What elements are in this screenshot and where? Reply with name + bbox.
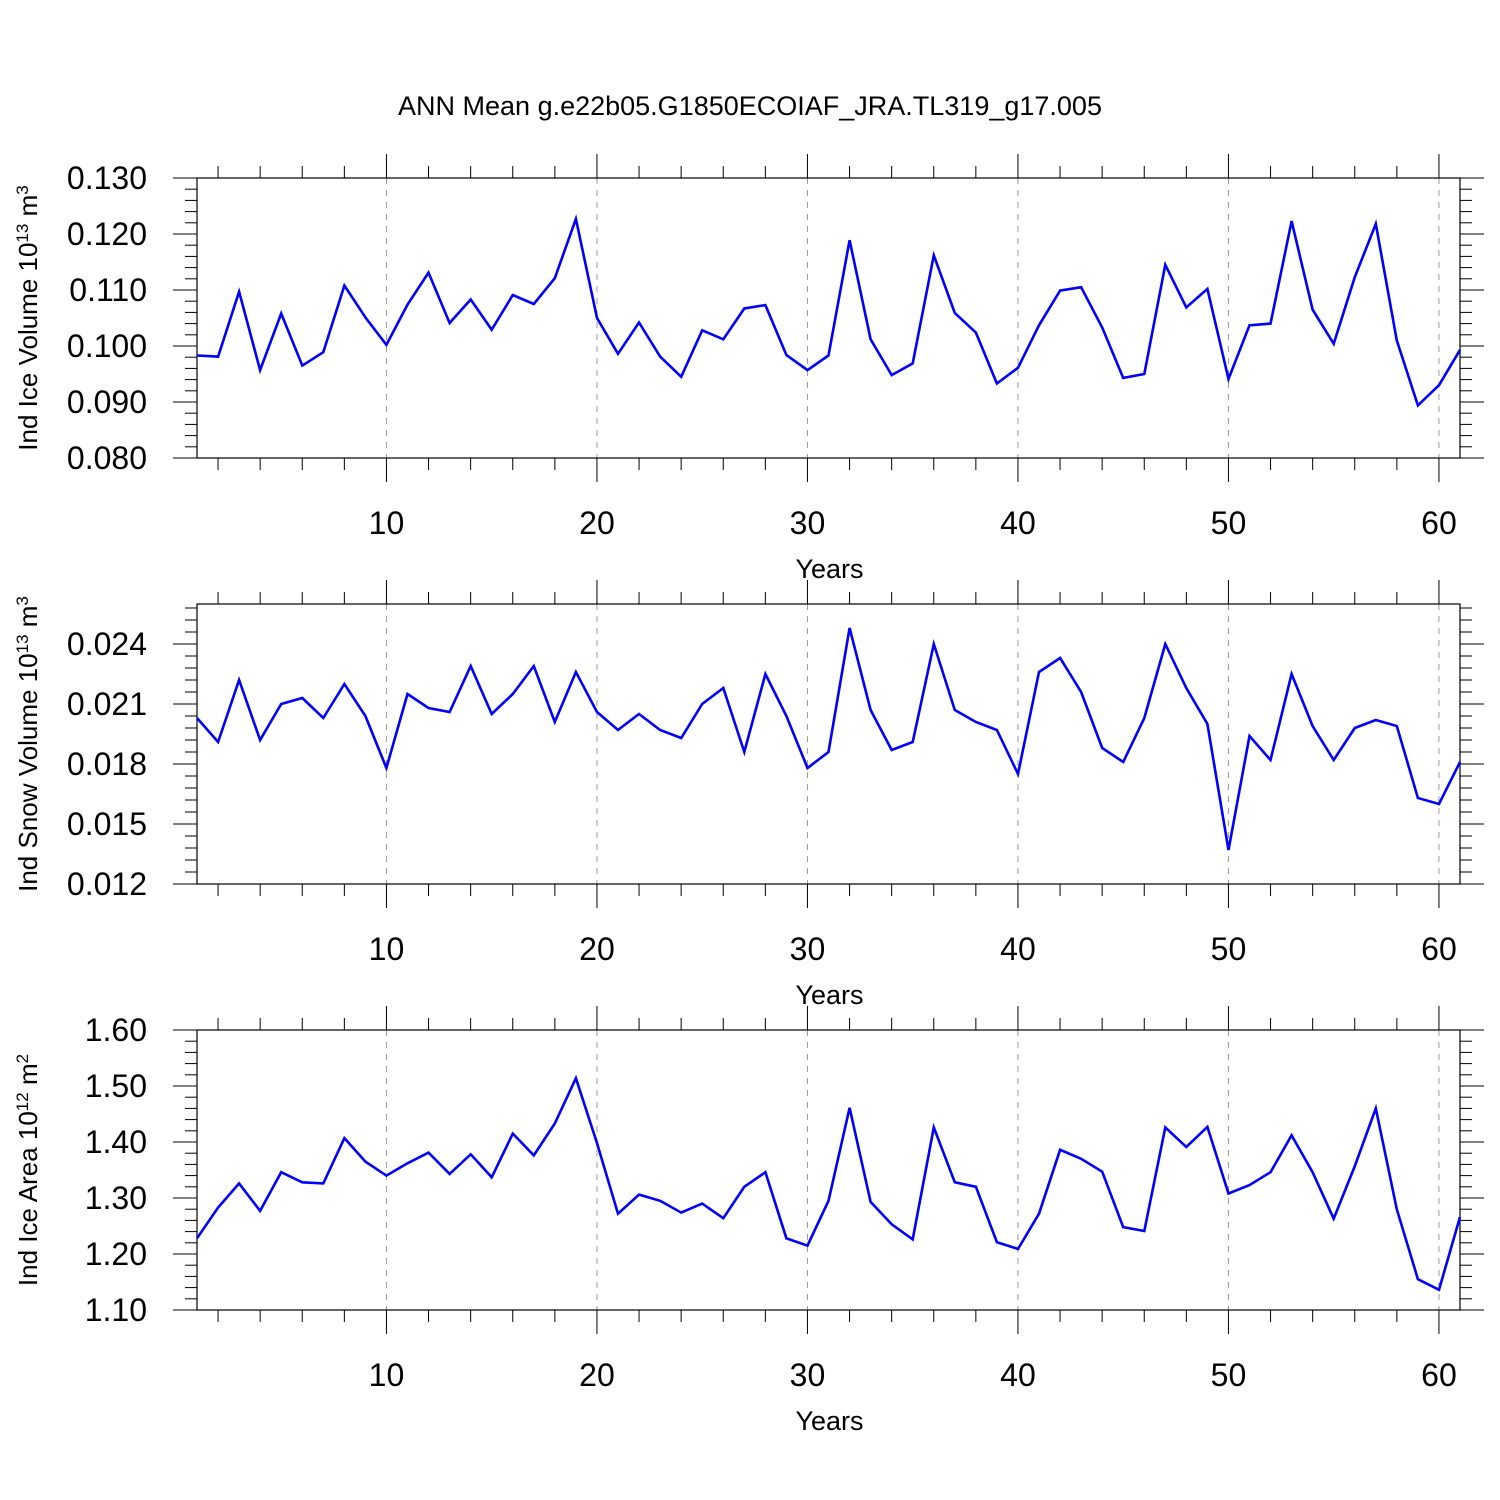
y-tick-label: 0.024 bbox=[67, 626, 147, 662]
y-tick-label: 0.012 bbox=[67, 866, 147, 902]
x-tick-label: 40 bbox=[1000, 1357, 1036, 1393]
series-line-ice-area bbox=[195, 1074, 1462, 1292]
x-tick-label: 50 bbox=[1211, 1357, 1247, 1393]
y-tick-label: 0.015 bbox=[67, 806, 147, 842]
panel-ice-area: 10 20 30 40 50 60 Years 1.10 1.20 1.30 1.40 1.50 1.6… bbox=[13, 1006, 1484, 1436]
y-tick-label: 1.20 bbox=[85, 1236, 147, 1272]
y-tick-label: 0.110 bbox=[69, 272, 147, 308]
y-tick-label: 0.018 bbox=[67, 746, 147, 782]
y-axis-label: Ind Ice Area 1012 m2 bbox=[13, 1054, 44, 1286]
x-tick-label: 60 bbox=[1421, 505, 1457, 541]
series-line-ice-volume bbox=[196, 214, 1462, 408]
x-axis-label: Years bbox=[795, 554, 863, 584]
plot-frame bbox=[196, 603, 1461, 885]
y-tick-label: 0.100 bbox=[67, 328, 147, 364]
y-tick-label: 1.40 bbox=[85, 1124, 147, 1160]
figure-title: ANN Mean g.e22b05.G1850ECOIAF_JRA.TL319_… bbox=[398, 91, 1102, 121]
x-tick-label: 50 bbox=[1211, 931, 1247, 967]
y-tick-label: 0.120 bbox=[67, 216, 147, 252]
x-tick-label: 50 bbox=[1211, 505, 1247, 541]
y-tick-label: 1.50 bbox=[85, 1068, 147, 1104]
x-tick-label: 20 bbox=[579, 931, 615, 967]
x-tick-label: 10 bbox=[369, 931, 405, 967]
x-axis-label: Years bbox=[795, 980, 863, 1010]
y-tick-label: 0.130 bbox=[67, 160, 147, 196]
y-tick-label: 1.60 bbox=[85, 1012, 147, 1048]
x-tick-label: 10 bbox=[369, 505, 405, 541]
x-tick-label: 20 bbox=[579, 1357, 615, 1393]
plot-frame bbox=[196, 1029, 1461, 1311]
y-axis-label: Ind Snow Volume 1013 m3 bbox=[13, 596, 44, 892]
x-tick-label: 30 bbox=[790, 1357, 826, 1393]
panel-ice-volume: 10 20 30 40 50 60 Years 0.080 0.090 0.100 0.110 0.1… bbox=[13, 154, 1484, 584]
x-tick-label: 60 bbox=[1421, 931, 1457, 967]
panel-snow-volume: 10 20 30 40 50 60 Years 0.012 0.015 0.018 0.021 0.0… bbox=[13, 580, 1484, 1010]
x-tick-label: 40 bbox=[1000, 931, 1036, 967]
y-axis-label: Ind Ice Volume 1013 m3 bbox=[13, 185, 44, 450]
y-tick-label: 0.080 bbox=[67, 440, 147, 476]
x-tick-label: 20 bbox=[579, 505, 615, 541]
y-tick-label: 1.10 bbox=[85, 1292, 147, 1328]
x-tick-label: 30 bbox=[790, 931, 826, 967]
x-tick-label: 30 bbox=[790, 505, 826, 541]
plot-frame bbox=[196, 177, 1461, 459]
y-tick-label: 1.30 bbox=[85, 1180, 147, 1216]
x-axis-label: Years bbox=[795, 1406, 863, 1436]
y-tick-label: 0.090 bbox=[67, 384, 147, 420]
x-tick-label: 40 bbox=[1000, 505, 1036, 541]
x-tick-label: 60 bbox=[1421, 1357, 1457, 1393]
series-line-snow-volume bbox=[196, 627, 1462, 851]
x-tick-label: 10 bbox=[369, 1357, 405, 1393]
y-tick-label: 0.021 bbox=[67, 686, 147, 722]
